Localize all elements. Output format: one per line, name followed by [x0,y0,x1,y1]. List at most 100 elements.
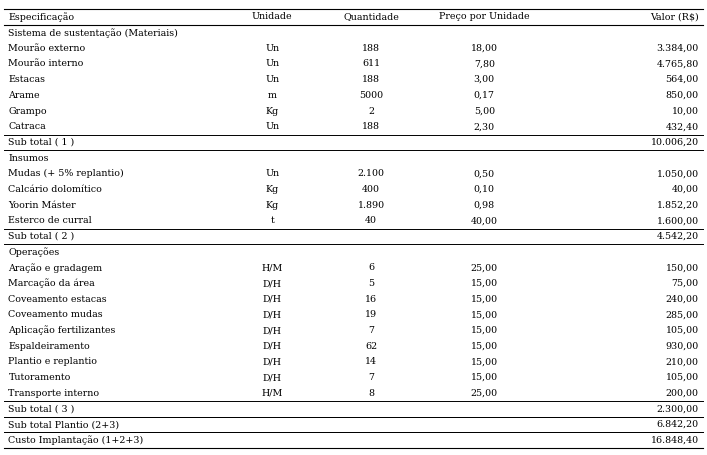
Text: 16: 16 [365,295,378,303]
Text: Operações: Operações [8,247,59,257]
Text: 4.765,80: 4.765,80 [656,60,699,69]
Text: 15,00: 15,00 [471,326,498,335]
Text: Espaldeiramento: Espaldeiramento [8,342,90,351]
Text: 19: 19 [365,310,378,319]
Text: 14: 14 [366,358,377,366]
Text: Sub total ( 3 ): Sub total ( 3 ) [8,404,75,414]
Text: 285,00: 285,00 [665,310,699,319]
Text: Kg: Kg [266,185,279,194]
Text: Yoorin Máster: Yoorin Máster [8,201,76,210]
Text: 15,00: 15,00 [471,279,498,288]
Text: 210,00: 210,00 [665,358,699,366]
Text: Aplicação fertilizantes: Aplicação fertilizantes [8,326,116,335]
Text: 25,00: 25,00 [471,389,498,398]
Text: 3.384,00: 3.384,00 [656,44,699,53]
Text: Un: Un [265,60,279,69]
Text: Estacas: Estacas [8,75,45,84]
Text: D/H: D/H [263,342,281,351]
Text: 2.300,00: 2.300,00 [656,404,699,414]
Text: Transporte interno: Transporte interno [8,389,100,398]
Text: Kg: Kg [266,201,279,210]
Text: 15,00: 15,00 [471,310,498,319]
Text: 15,00: 15,00 [471,373,498,382]
Text: 5: 5 [368,279,374,288]
Text: 564,00: 564,00 [665,75,699,84]
Text: 7: 7 [368,373,374,382]
Text: Especificação: Especificação [8,12,75,22]
Text: D/H: D/H [263,279,281,288]
Text: 930,00: 930,00 [665,342,699,351]
Text: 0,17: 0,17 [474,91,495,100]
Text: Un: Un [265,75,279,84]
Text: Kg: Kg [266,106,279,116]
Text: 18,00: 18,00 [471,44,498,53]
Text: 6.842,20: 6.842,20 [656,420,699,429]
Text: Esterco de curral: Esterco de curral [8,216,92,225]
Text: 4.542,20: 4.542,20 [656,232,699,241]
Text: Un: Un [265,44,279,53]
Text: 10,00: 10,00 [672,106,699,116]
Text: Unidade: Unidade [252,12,293,21]
Text: Marcação da área: Marcação da área [8,278,95,288]
Text: D/H: D/H [263,310,281,319]
Text: Arame: Arame [8,91,40,100]
Text: 188: 188 [362,44,380,53]
Text: 2.100: 2.100 [358,169,385,178]
Text: Mourão externo: Mourão externo [8,44,86,53]
Text: 0,98: 0,98 [474,201,495,210]
Text: 2,30: 2,30 [474,122,495,131]
Text: 105,00: 105,00 [665,373,699,382]
Text: Custo Implantação (1+2+3): Custo Implantação (1+2+3) [8,435,144,445]
Text: 850,00: 850,00 [665,91,699,100]
Text: Tutoramento: Tutoramento [8,373,71,382]
Text: 15,00: 15,00 [471,295,498,303]
Text: 611: 611 [362,60,380,69]
Text: 2: 2 [368,106,374,116]
Text: H/M: H/M [262,389,283,398]
Text: 1.852,20: 1.852,20 [656,201,699,210]
Text: 432,40: 432,40 [665,122,699,131]
Text: D/H: D/H [263,326,281,335]
Text: 1.890: 1.890 [358,201,385,210]
Text: 150,00: 150,00 [665,263,699,273]
Text: Sub total ( 2 ): Sub total ( 2 ) [8,232,75,241]
Text: 75,00: 75,00 [672,279,699,288]
Text: Coveamento estacas: Coveamento estacas [8,295,107,303]
Text: Insumos: Insumos [8,154,49,162]
Text: 5000: 5000 [359,91,383,100]
Text: 5,00: 5,00 [474,106,495,116]
Text: Catraca: Catraca [8,122,46,131]
Text: 62: 62 [365,342,378,351]
Text: 105,00: 105,00 [665,326,699,335]
Text: 200,00: 200,00 [665,389,699,398]
Text: Coveamento mudas: Coveamento mudas [8,310,103,319]
Text: 15,00: 15,00 [471,342,498,351]
Text: 3,00: 3,00 [474,75,495,84]
Text: 8: 8 [368,389,374,398]
Text: Sub total ( 1 ): Sub total ( 1 ) [8,138,75,147]
Text: D/H: D/H [263,373,281,382]
Text: 10.006,20: 10.006,20 [650,138,699,147]
Text: D/H: D/H [263,358,281,366]
Text: Grampo: Grampo [8,106,47,116]
Text: H/M: H/M [262,263,283,273]
Text: 6: 6 [368,263,374,273]
Text: Plantio e replantio: Plantio e replantio [8,358,98,366]
Text: 188: 188 [362,122,380,131]
Text: Mourão interno: Mourão interno [8,60,84,69]
Text: Calcário dolomítico: Calcário dolomítico [8,185,103,194]
Text: Un: Un [265,169,279,178]
Text: 0,50: 0,50 [474,169,495,178]
Text: t: t [270,216,274,225]
Text: D/H: D/H [263,295,281,303]
Text: Quantidade: Quantidade [343,12,399,21]
Text: Aração e gradagem: Aração e gradagem [8,263,103,273]
Text: Sistema de sustentação (Materiais): Sistema de sustentação (Materiais) [8,28,178,37]
Text: 25,00: 25,00 [471,263,498,273]
Text: 15,00: 15,00 [471,358,498,366]
Text: Un: Un [265,122,279,131]
Text: 7: 7 [368,326,374,335]
Text: 7,80: 7,80 [474,60,495,69]
Text: 16.848,40: 16.848,40 [650,436,699,445]
Text: 40,00: 40,00 [471,216,498,225]
